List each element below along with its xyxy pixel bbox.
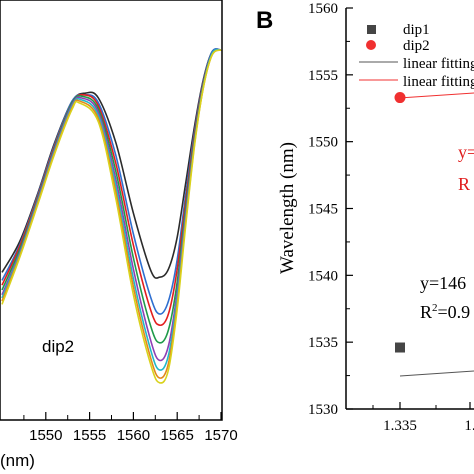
- right-x-tick-label: 1.: [464, 418, 474, 434]
- right-x-tick-label: 1.335: [383, 418, 417, 434]
- red-equation-y: y=: [458, 142, 474, 162]
- right-data-points: [394, 92, 406, 353]
- black-equation-y: y=146: [420, 273, 466, 293]
- left-x-tick-label: 1565: [161, 427, 194, 444]
- left-spectrum-curves: [1, 48, 222, 384]
- left-x-axis-label: (nm): [0, 451, 35, 470]
- left-x-tick-label: 1550: [29, 427, 62, 444]
- right-y-tick-label: 1555: [308, 68, 338, 84]
- fit-line-dip2: [398, 92, 474, 99]
- spectrum-curve-8: [1, 49, 222, 384]
- black-r2-sup: 2: [432, 302, 438, 314]
- panel-label-b: B: [256, 7, 273, 34]
- legend-dip1-label: dip1: [403, 22, 430, 38]
- black-r2-prefix: R: [420, 302, 432, 322]
- left-x-tick-label: 1555: [73, 427, 106, 444]
- legend-dip1-marker: [367, 25, 376, 34]
- fit-line-dip1: [399, 370, 474, 377]
- legend-dip2-label: dip2: [403, 38, 430, 54]
- left-dip2-label: dip2: [42, 337, 74, 356]
- right-y-tick-label: 1550: [308, 135, 338, 151]
- point-dip2: [394, 92, 406, 104]
- black-r2-suffix: =0.9: [438, 302, 471, 322]
- left-x-tick-label: 1570: [204, 427, 237, 444]
- right-y-ticks: 1530 1535 1540 1545 1550 1555 1560: [308, 1, 353, 418]
- right-y-tick-label: 1530: [308, 402, 338, 418]
- right-legend: dip1 dip2 linear fitting linear fitting: [359, 22, 474, 90]
- right-plot-panel: B 1530 1535 1540 1545 1550 1555 1560 1.335 1. W…: [256, 1, 474, 434]
- right-y-tick-label: 1540: [308, 268, 338, 284]
- right-y-tick-label: 1560: [308, 1, 338, 17]
- left-plot-panel: 1550 1555 1560 1565 1570 dip2 (nm): [0, 0, 238, 470]
- red-equation-r: R: [458, 174, 470, 194]
- legend-dip2-marker: [366, 40, 376, 50]
- left-x-tick-label: 1560: [117, 427, 150, 444]
- right-y-axis-label: Wavelength (nm): [277, 142, 298, 274]
- right-x-ticks: 1.335 1.: [372, 402, 474, 434]
- point-dip1: [395, 342, 405, 353]
- legend-fit1-label: linear fitting: [403, 56, 474, 72]
- legend-fit2-label: linear fitting: [403, 74, 474, 90]
- right-y-tick-label: 1545: [308, 202, 338, 218]
- left-x-ticks: 1550 1555 1560 1565 1570: [23, 412, 238, 444]
- black-equation-r2: R2=0.9: [420, 302, 470, 322]
- right-y-tick-label: 1535: [308, 335, 338, 351]
